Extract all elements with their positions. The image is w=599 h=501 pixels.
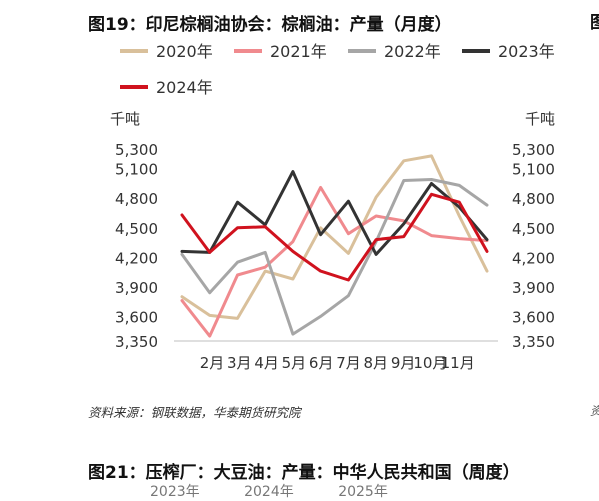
figure-title: 图19：印尼棕榈油协会：棕榈油：产量（月度） — [88, 15, 452, 35]
series-line-2020年 — [180, 154, 489, 320]
y-tick-label-right: 3,900 — [512, 279, 555, 297]
legend-swatch-2024 — [120, 84, 148, 89]
y-tick-label-left: 5,100 — [115, 161, 158, 179]
legend-label-2024: 2024年 — [156, 78, 213, 97]
x-tick-label: 8月 — [364, 354, 389, 372]
legend-label-2021: 2021年 — [270, 42, 327, 61]
x-tick-label: 4月 — [254, 354, 279, 372]
y-tick-label-left: 3,350 — [115, 333, 158, 351]
y-tick-label-right: 4,200 — [512, 249, 555, 267]
legend-item-2021: 2021年 — [234, 38, 327, 62]
series-line-2022年 — [180, 178, 489, 336]
y-tick-label-right: 3,600 — [512, 308, 555, 326]
x-tick-label: 10月 — [413, 354, 447, 372]
legend-item-2020: 2020年 — [120, 38, 213, 62]
series-line-2023年 — [180, 170, 489, 256]
next-figure-title: 图21：压榨厂：大豆油：产量：中华人民共和国（周度） — [88, 463, 520, 483]
legend-label-2020: 2020年 — [156, 42, 213, 61]
source-note: 资料来源：钢联数据，华泰期货研究院 — [88, 405, 301, 420]
x-tick-label: 7月 — [336, 354, 361, 372]
x-tick-label: 5月 — [282, 354, 307, 372]
next-legend-2025: 2025年 — [338, 484, 388, 500]
clipped-adjacent-title: 图 — [590, 13, 599, 33]
right-axis-unit: 千吨 — [525, 110, 556, 128]
series-line-2021年 — [180, 185, 489, 338]
x-tick-label: 3月 — [227, 354, 252, 372]
legend-swatch-2020 — [120, 48, 148, 53]
y-tick-label-left: 3,900 — [115, 279, 158, 297]
legend-swatch-2022 — [348, 48, 376, 53]
y-tick-label-left: 3,600 — [115, 308, 158, 326]
y-tick-label-right: 3,350 — [512, 333, 555, 351]
x-tick-label: 6月 — [309, 354, 334, 372]
y-tick-label-right: 5,300 — [512, 141, 555, 159]
y-axis-left: 3,350 3,600 3,900 4,200 4,500 4,800 5,100 5,300 — [115, 141, 158, 351]
legend-item-2024: 2024年 — [120, 74, 213, 98]
legend-swatch-2023 — [462, 48, 490, 53]
next-figure-legend: 2023年 2024年 2025年 — [150, 481, 428, 501]
series-layer — [180, 154, 489, 338]
legend-item-2023: 2023年 — [462, 38, 555, 62]
y-tick-label-right: 5,100 — [512, 161, 555, 179]
legend-label-2023: 2023年 — [498, 42, 555, 61]
chart-legend: 2020年 2021年 2022年 2023年 2024年 — [120, 38, 580, 98]
clipped-adjacent-source: 资 — [590, 402, 599, 419]
x-tick-label: 9月 — [391, 354, 416, 372]
x-tick-label: 11月 — [441, 354, 475, 372]
legend-swatch-2021 — [234, 48, 262, 53]
legend-label-2022: 2022年 — [384, 42, 441, 61]
y-tick-label-right: 4,500 — [512, 220, 555, 238]
y-tick-label-left: 4,200 — [115, 249, 158, 267]
x-tick-label: 2月 — [200, 354, 225, 372]
y-tick-label-left: 5,300 — [115, 141, 158, 159]
y-tick-label-left: 4,800 — [115, 190, 158, 208]
y-tick-label-right: 4,800 — [512, 190, 555, 208]
left-axis-unit: 千吨 — [110, 110, 141, 128]
legend-item-2022: 2022年 — [348, 38, 441, 62]
next-legend-2023: 2023年 — [150, 484, 200, 500]
next-legend-2024: 2024年 — [244, 484, 294, 500]
y-tick-label-left: 4,500 — [115, 220, 158, 238]
y-axis-right: 3,350 3,600 3,900 4,200 4,500 4,800 5,100 5,300 — [512, 141, 555, 351]
series-line-2024年 — [180, 192, 489, 282]
